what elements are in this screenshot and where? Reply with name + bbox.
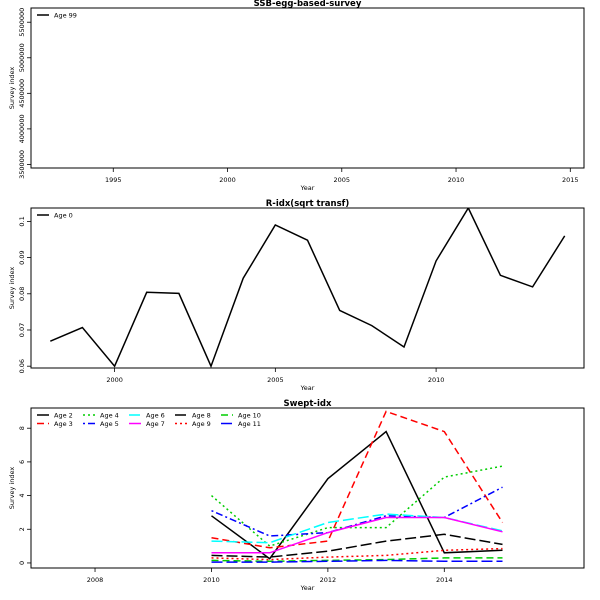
chart-title: R-idx(sqrt transf) — [266, 199, 350, 209]
y-tick-label: 4000000 — [18, 114, 26, 143]
series-line-age-3 — [211, 410, 504, 549]
y-tick-label: 0 — [18, 561, 26, 565]
series-line-age-4 — [211, 465, 503, 547]
y-axis-label: Survey index — [8, 267, 16, 310]
chart-panel-1: SSB-egg-based-survey 1995 2000 2005 2010 2015… — [8, 0, 585, 192]
y-tick-label: 0.1 — [18, 216, 26, 226]
y-tick-label: 0.09 — [18, 250, 26, 264]
chart-panel-2: R-idx(sqrt transf) 2000 2005 2010 Year 0.06 0.… — [8, 199, 585, 392]
y-tick-label: 4 — [18, 494, 26, 498]
y-axis-label: Survey index — [8, 467, 16, 510]
plot-frame — [30, 407, 585, 569]
x-tick-label: 2010 — [428, 376, 445, 384]
x-axis-label: Year — [300, 384, 315, 392]
legend-label: Age 5 — [100, 420, 119, 428]
legend-label: Age 8 — [192, 411, 211, 419]
series-line-age-2 — [211, 430, 503, 560]
plot-frame — [30, 207, 585, 369]
series-line-age-8 — [211, 533, 503, 558]
legend-label: Age 3 — [54, 420, 73, 428]
series-line-age-6 — [211, 513, 503, 544]
y-tick-label: 4500000 — [18, 79, 26, 108]
legend-label: Age 2 — [54, 411, 73, 419]
y-axis-label: Survey index — [8, 67, 16, 110]
legend-label: Age 7 — [146, 420, 165, 428]
x-tick-label: 2012 — [320, 576, 337, 584]
legend: Age 99 — [37, 11, 77, 19]
legend-label: Age 4 — [100, 411, 119, 419]
x-tick-label: 2008 — [87, 576, 104, 584]
x-tick-label: 2010 — [203, 576, 220, 584]
chart-title: SSB-egg-based-survey — [254, 0, 362, 9]
plot-frame — [30, 7, 585, 169]
series-line-age-0 — [50, 208, 566, 368]
legend-label: Age 0 — [54, 211, 73, 219]
legend-label: Age 11 — [238, 420, 261, 428]
x-tick-label: 2000 — [219, 176, 236, 184]
series-line-age-7 — [211, 516, 503, 554]
x-axis-label: Year — [300, 584, 315, 592]
x-tick-label: 1995 — [105, 176, 122, 184]
chart-title: Swept-idx — [284, 399, 332, 409]
series-line-age-5 — [211, 486, 503, 537]
x-tick-label: 2005 — [267, 376, 284, 384]
legend-label: Age 9 — [192, 420, 211, 428]
y-tick-label: 5500000 — [18, 8, 26, 37]
x-tick-label: 2000 — [106, 376, 123, 384]
y-tick-label: 2 — [18, 527, 26, 531]
x-tick-label: 2015 — [562, 176, 579, 184]
y-tick-label: 0.08 — [18, 287, 26, 301]
series-line-age-9 — [211, 547, 503, 561]
legend-label: Age 6 — [146, 411, 165, 419]
y-tick-label: 0.07 — [18, 323, 26, 337]
legend-label: Age 10 — [238, 411, 261, 419]
x-axis-label: Year — [300, 184, 315, 192]
y-tick-label: 0.06 — [18, 359, 26, 373]
chart-panel-3: Swept-idx 2008 2010 2012 2014 Year 0 2 4 6 8 Survey… — [8, 399, 585, 592]
x-tick-label: 2005 — [334, 176, 351, 184]
y-tick-label: 3500000 — [18, 150, 26, 179]
legend-label: Age 99 — [54, 11, 77, 19]
series-line-age-10 — [211, 557, 503, 563]
y-tick-label: 8 — [18, 426, 26, 430]
y-tick-label: 6 — [18, 460, 26, 464]
y-tick-label: 5000000 — [18, 43, 26, 72]
legend: Age 0 — [37, 211, 73, 219]
series-line-age-11 — [211, 559, 503, 563]
x-tick-label: 2014 — [436, 576, 453, 584]
x-tick-label: 2010 — [448, 176, 465, 184]
